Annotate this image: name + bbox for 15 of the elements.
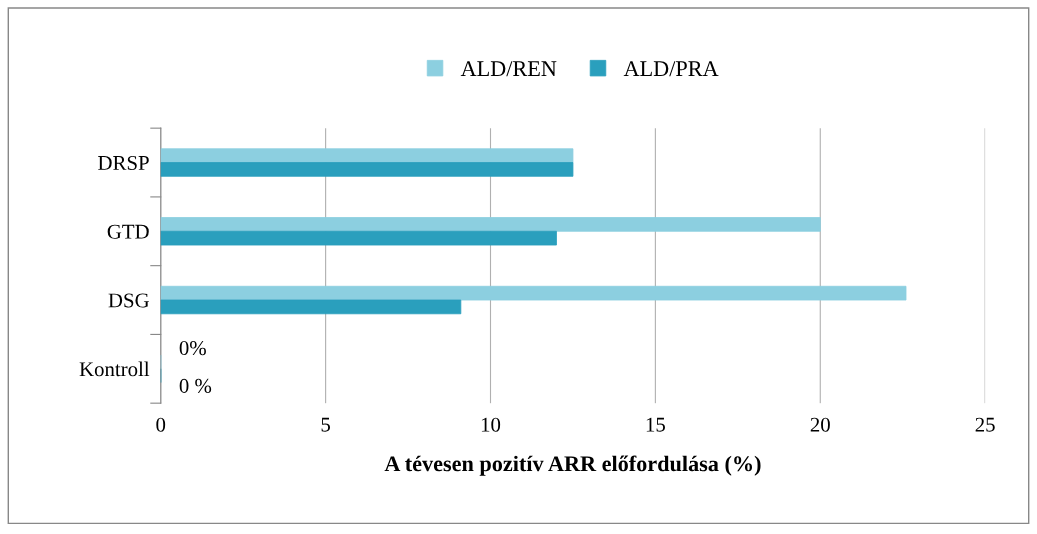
y-tick-label: DSG [108,293,149,308]
x-tick-label: 25 [975,417,995,432]
x-tick-label: 15 [646,417,665,432]
x-tick-label: 10 [481,417,501,432]
y-tick-label: Kontroll [79,361,150,377]
legend-label: ALD/REN [460,61,557,77]
legend-label: ALD/PRA [623,61,719,77]
x-tick-label: 5 [321,417,331,432]
data-label: 0% [179,341,206,356]
x-tick-label: 0 [156,417,166,432]
x-tick-label: 20 [810,417,830,432]
y-tick-label: DRSP [98,155,149,170]
y-tick-label: GTD [107,224,149,239]
data-label: 0 % [179,378,212,393]
x-axis-title: A tévesen pozitív ARR előfordulása (%) [384,455,761,476]
